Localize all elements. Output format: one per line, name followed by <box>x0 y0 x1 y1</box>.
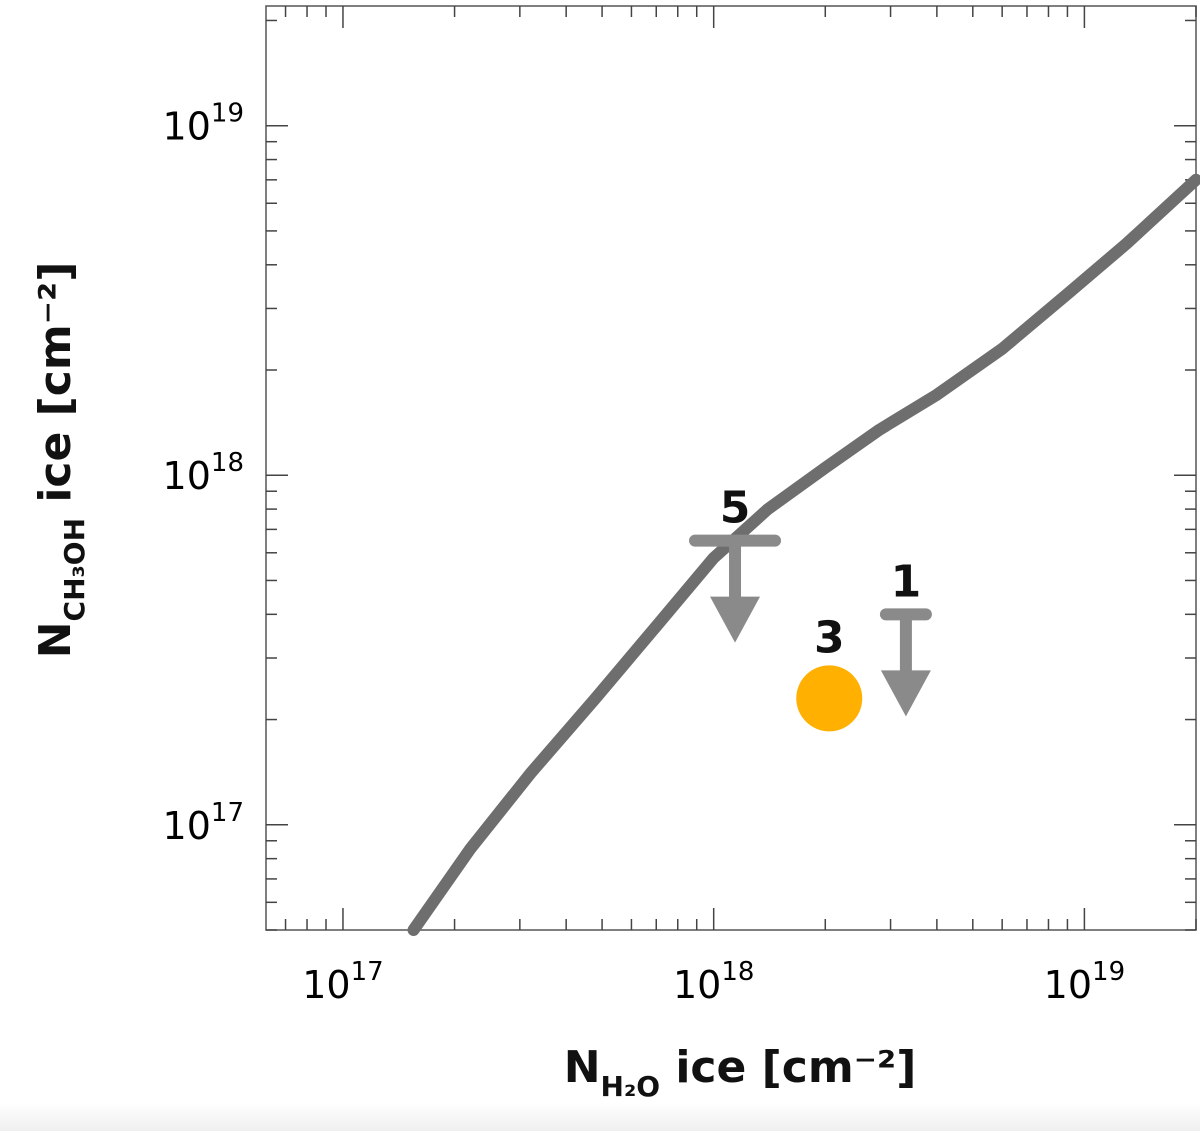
point-label: 1 <box>891 556 922 607</box>
x-tick-label: 1017 <box>302 957 383 1007</box>
upper-limit-arrowhead <box>880 670 931 717</box>
data-point-3: 3 <box>796 612 863 732</box>
tick-labels: 1017 1018 1019 1017 1018 1019 <box>163 99 1126 1007</box>
x-tick-label: 1019 <box>1044 957 1125 1007</box>
plot-border <box>265 5 1197 931</box>
data-point-5: 5 <box>689 483 782 643</box>
model-curve <box>407 173 1200 936</box>
point-label: 5 <box>720 483 751 534</box>
x-tick-label: 1018 <box>673 957 754 1007</box>
y-tick-label: 1018 <box>163 448 244 498</box>
x-axis-title: NH₂O ice [cm⁻²] <box>564 1042 917 1103</box>
y-axis-title: NCH₃OH ice [cm⁻²] <box>30 262 91 659</box>
data-point-1: 1 <box>879 556 932 717</box>
window-bottom-edge <box>0 1103 1200 1131</box>
y-tick-label: 1019 <box>163 99 244 149</box>
axis-ticks <box>266 6 1197 931</box>
upper-limit-arrowhead <box>710 596 761 643</box>
plot-frame <box>265 5 1197 931</box>
point-label: 3 <box>814 612 845 663</box>
detection-marker <box>796 665 863 732</box>
y-tick-label: 1017 <box>163 798 244 848</box>
data-points: 5 31 <box>689 483 932 732</box>
series-layer <box>407 173 1200 936</box>
